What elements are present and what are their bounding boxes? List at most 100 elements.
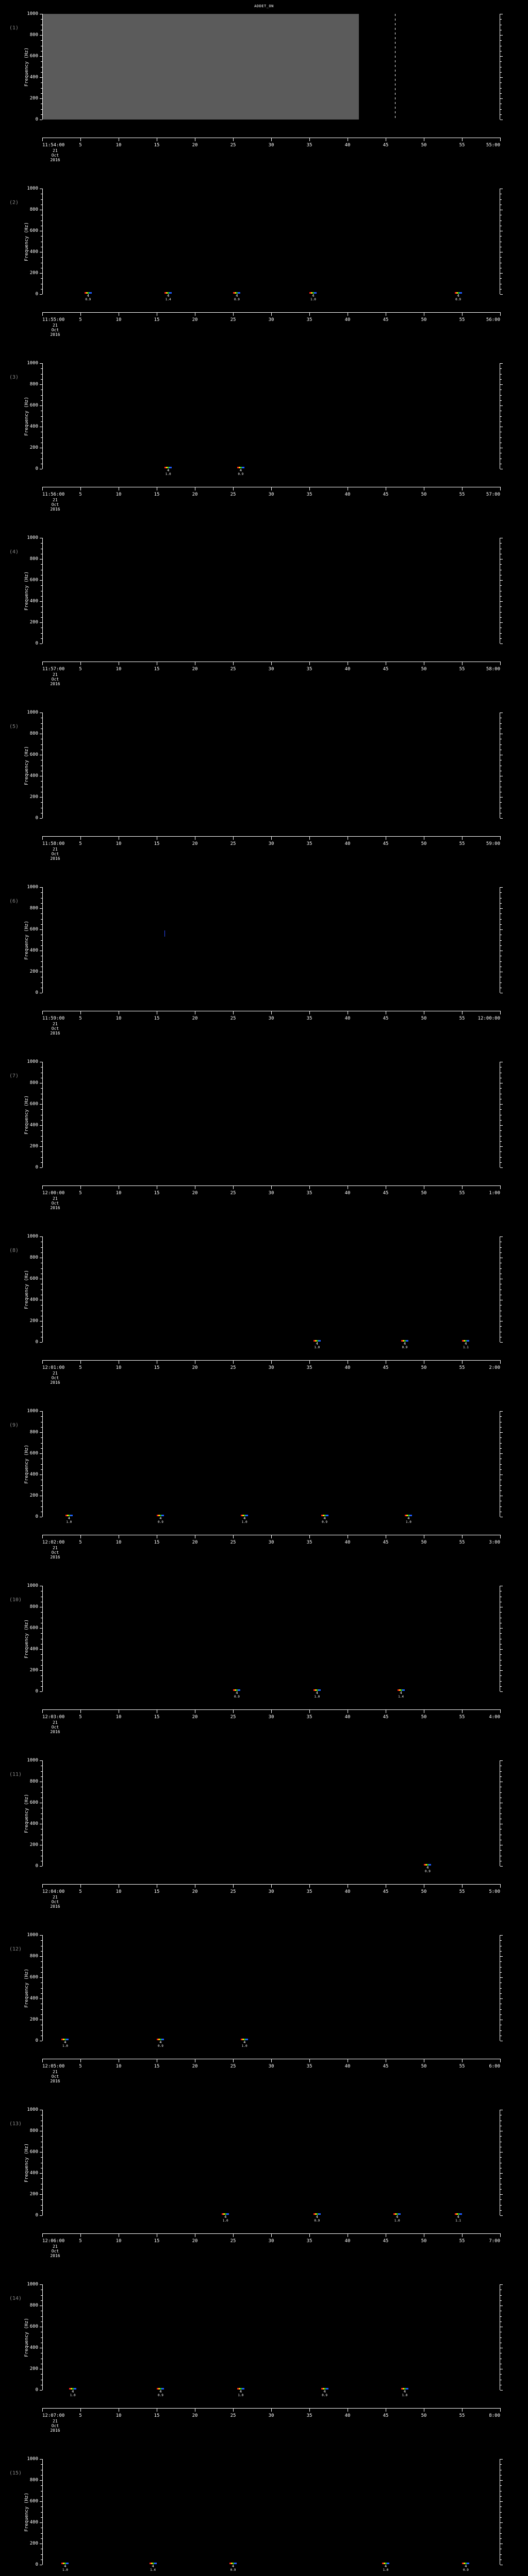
detection-marker[interactable]: 4 0.9 <box>424 1863 432 1873</box>
detection-marker[interactable]: 4 0.9 <box>233 292 241 301</box>
y-axis-title: Frequency (Hz) <box>24 745 29 785</box>
detection-marker[interactable]: 4 0.9 <box>454 292 462 301</box>
y-tick <box>41 2506 42 2507</box>
plot-area[interactable]: 0 200 400 600 800 1000 Frequency (Hz) 4 1.0 4 0.9 4… <box>24 2282 503 2397</box>
y-tick <box>500 1167 503 1168</box>
y-tick <box>500 82 502 83</box>
detection-marker[interactable]: 4 1.0 <box>382 2562 389 2572</box>
y-tick <box>41 1850 42 1851</box>
y-tick <box>41 633 42 634</box>
plot-area[interactable]: 0 200 400 600 800 1000 Frequency (Hz) <box>24 11 503 122</box>
detection-marker[interactable]: 4 0.9 <box>462 2562 470 2572</box>
y-tick <box>41 1109 42 1110</box>
plot-area[interactable]: 0 200 400 600 800 1000 Frequency (Hz) 4 1.0 4 0.9 4… <box>24 1234 503 1349</box>
detection-marker[interactable]: 4 1.4 <box>149 2562 157 2572</box>
detection-marker[interactable]: 4 1.0 <box>61 2038 69 2048</box>
detection-marker[interactable]: 4 1.0 <box>241 2038 249 2048</box>
y-tick <box>500 2496 502 2497</box>
detection-marker[interactable]: 4 1.1 <box>462 1340 470 1349</box>
detection-marker[interactable]: 4 0.9 <box>401 1340 408 1349</box>
detection-count: 4 <box>159 2040 162 2044</box>
y-tick <box>41 897 42 899</box>
detection-marker[interactable]: 4 1.4 <box>164 292 172 301</box>
detection-marker[interactable]: 4 0.9 <box>229 2562 237 2572</box>
plot-area[interactable]: 0 200 400 600 800 1000 Frequency (Hz) <box>24 1059 503 1170</box>
detection-marker[interactable]: 4 0.9 <box>321 1514 328 1524</box>
y-tick-label: 200 <box>29 794 38 800</box>
plot-area[interactable]: 0 200 400 600 800 1000 Frequency (Hz) 4 1.0 4 0.9 4… <box>24 1409 503 1524</box>
y-tick <box>41 199 42 200</box>
detection-marker[interactable]: 4 1.0 <box>313 1340 321 1349</box>
detection-marker[interactable]: 4 1.0 <box>164 466 172 476</box>
y-tick <box>500 1776 502 1777</box>
plot-area[interactable]: 0 200 400 600 800 1000 Frequency (Hz) 4 1.0 4 0.9 4… <box>24 2107 503 2223</box>
y-tick <box>41 416 42 417</box>
y-tick <box>41 421 42 422</box>
detection-marker[interactable]: 4 1.0 <box>237 2387 244 2397</box>
x-tick-label: 35 <box>306 1191 312 1196</box>
y-tick <box>500 1506 502 1507</box>
detection-marker[interactable]: 4 0.9 <box>157 1514 164 1524</box>
y-tick <box>41 2205 42 2206</box>
y-tick <box>500 1670 503 1671</box>
y-tick <box>40 2284 42 2285</box>
detection-marker[interactable]: 4 0.9 <box>157 2038 164 2048</box>
x-tick <box>462 138 463 141</box>
detection-count: 4 <box>159 1516 162 1520</box>
x-tick-label: 20 <box>192 2413 198 2418</box>
plot-area[interactable]: 0 200 400 600 800 1000 Frequency (Hz) <box>24 885 503 995</box>
detection-marker[interactable]: 4 1.0 <box>401 2387 408 2397</box>
x-tick <box>309 1011 310 1014</box>
detection-count: 4 <box>426 1865 429 1870</box>
y-tick <box>500 903 502 904</box>
detection-marker[interactable]: 4 1.0 <box>405 1514 412 1524</box>
y-tick <box>40 622 42 623</box>
detection-marker[interactable]: 4 0.9 <box>313 2213 321 2223</box>
detection-marker[interactable]: 4 1.0 <box>222 2213 229 2223</box>
detection-marker[interactable]: 4 1.0 <box>69 2387 77 2397</box>
y-tick <box>41 2533 42 2534</box>
detection-marker[interactable]: 4 1.0 <box>65 1514 73 1524</box>
detection-marker[interactable] <box>164 930 165 937</box>
plot-area[interactable]: 0 200 400 600 800 1000 Frequency (Hz) 4 1.0 4 0.9 4… <box>24 1933 503 2048</box>
detection-marker[interactable]: 4 0.9 <box>157 2387 164 2397</box>
detection-score: 0.9 <box>234 297 240 301</box>
y-tick <box>500 1236 503 1237</box>
detection-marker[interactable]: 4 1.0 <box>309 292 317 301</box>
y-tick <box>41 723 42 724</box>
x-tick-label: 11:55:00 <box>42 317 65 323</box>
y-tick <box>500 543 502 544</box>
x-tick <box>309 1709 310 1713</box>
detection-marker[interactable]: 4 1.1 <box>454 2213 462 2223</box>
detection-marker[interactable]: 4 0.9 <box>321 2387 328 2397</box>
y-tick <box>41 2030 42 2031</box>
detection-marker[interactable]: 4 0.9 <box>237 466 244 476</box>
plot-area[interactable]: 0 200 400 600 800 1000 Frequency (Hz) <box>24 535 503 646</box>
detection-color-bar <box>233 292 241 294</box>
y-tick <box>500 596 502 597</box>
plot-area[interactable]: 0 200 400 600 800 1000 Frequency (Hz) 4 0.9 <box>24 1758 503 1873</box>
spectrogram-panel: 0 200 400 600 800 1000 Frequency (Hz) (6) 11:59:… <box>0 885 528 1036</box>
detection-marker[interactable]: 4 0.9 <box>84 292 92 301</box>
detection-marker[interactable]: 4 1.4 <box>397 1689 405 1699</box>
x-tick <box>233 312 234 316</box>
y-axis-title: Frequency (Hz) <box>24 1793 29 1833</box>
detection-marker[interactable]: 4 1.0 <box>393 2213 401 2223</box>
date-line: 21 <box>53 1546 58 1550</box>
plot-area[interactable]: 0 200 400 600 800 1000 Frequency (Hz) 4 0.9 4 1.4 4… <box>24 186 503 301</box>
plot-area[interactable]: 0 200 400 600 800 1000 Frequency (Hz) 4 0.9 4 1.0 4… <box>24 1583 503 1699</box>
y-tick <box>40 1167 42 1168</box>
detection-marker[interactable]: 4 1.0 <box>313 1689 321 1699</box>
plot-area[interactable]: 0 200 400 600 800 1000 Frequency (Hz) 4 1.0 4 1.4 4… <box>24 2456 503 2572</box>
date-line: Oct <box>51 852 59 856</box>
y-tick <box>41 1506 42 1507</box>
plot-area[interactable]: 0 200 400 600 800 1000 Frequency (Hz) <box>24 710 503 821</box>
detection-marker[interactable]: 4 1.0 <box>61 2562 69 2572</box>
y-tick <box>40 1649 42 1650</box>
plot-area[interactable]: 0 200 400 600 800 1000 Frequency (Hz) 4 1.0 4 0.9 <box>24 361 503 476</box>
spectrogram-panel: 0 200 400 600 800 1000 Frequency (Hz) (4) 11:57:… <box>0 535 528 686</box>
detection-marker[interactable]: 4 1.0 <box>241 1514 249 1524</box>
detection-score: 1.4 <box>398 1694 404 1699</box>
detection-marker[interactable]: 4 0.9 <box>233 1689 241 1699</box>
y-tick <box>500 2321 502 2322</box>
